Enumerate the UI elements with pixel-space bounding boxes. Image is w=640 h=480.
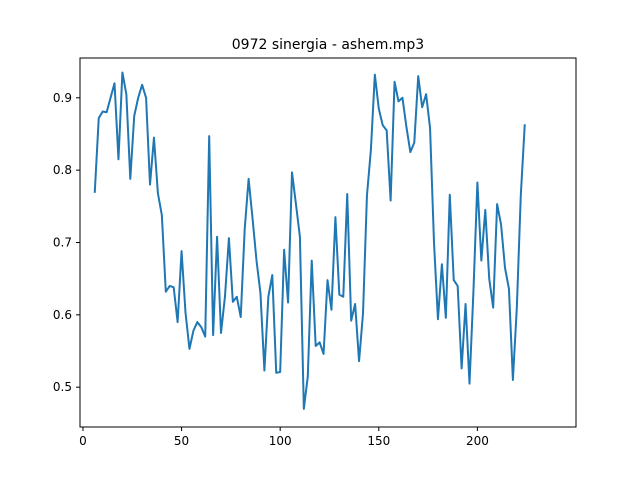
y-axis-ticks: 0.5 0.6 0.7 0.8 0.9 [53,91,80,394]
y-tick-label: 0.8 [53,163,72,177]
x-axis-ticks: 0 50 100 150 200 [79,427,489,448]
x-tick-label: 100 [269,434,292,448]
x-tick-label: 200 [466,434,489,448]
y-tick-label: 0.6 [53,308,72,322]
x-tick-label: 0 [79,434,87,448]
y-tick-label: 0.5 [53,380,72,394]
x-tick-label: 50 [174,434,189,448]
plot-area [93,71,526,410]
y-tick-label: 0.9 [53,91,72,105]
chart-title: 0972 sinergia - ashem.mp3 [232,37,424,53]
series-line-0 [93,71,526,410]
axes-frame [79,57,577,428]
y-tick-label: 0.7 [53,236,72,250]
x-tick-label: 150 [367,434,390,448]
